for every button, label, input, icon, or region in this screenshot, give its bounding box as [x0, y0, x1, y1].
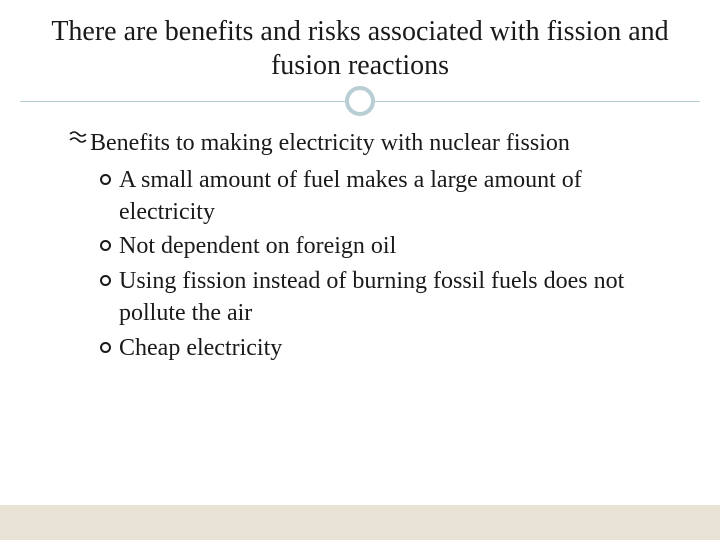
sub-bullet-text: Not dependent on foreign oil — [119, 230, 396, 262]
list-item: Cheap electricity — [100, 332, 650, 364]
list-item: Not dependent on foreign oil — [100, 230, 650, 262]
sub-bullet-list: A small amount of fuel makes a large amo… — [70, 164, 650, 364]
title-circle-decoration — [345, 86, 375, 116]
title-region: There are benefits and risks associated … — [0, 0, 720, 117]
hollow-circle-icon — [100, 240, 111, 251]
footer-band — [0, 505, 720, 540]
main-bullet-text: Benefits to making electricity with nucl… — [90, 127, 570, 159]
slide-title: There are benefits and risks associated … — [40, 15, 680, 82]
sub-bullet-text: Cheap electricity — [119, 332, 282, 364]
curly-bullet-icon — [68, 127, 89, 153]
hollow-circle-icon — [100, 342, 111, 353]
sub-bullet-text: Using fission instead of burning fossil … — [119, 265, 650, 330]
list-item: Using fission instead of burning fossil … — [100, 265, 650, 330]
main-bullet-row: Benefits to making electricity with nucl… — [70, 127, 650, 159]
content-region: Benefits to making electricity with nucl… — [0, 117, 720, 364]
list-item: A small amount of fuel makes a large amo… — [100, 164, 650, 229]
hollow-circle-icon — [100, 275, 111, 286]
hollow-circle-icon — [100, 174, 111, 185]
sub-bullet-text: A small amount of fuel makes a large amo… — [119, 164, 650, 229]
